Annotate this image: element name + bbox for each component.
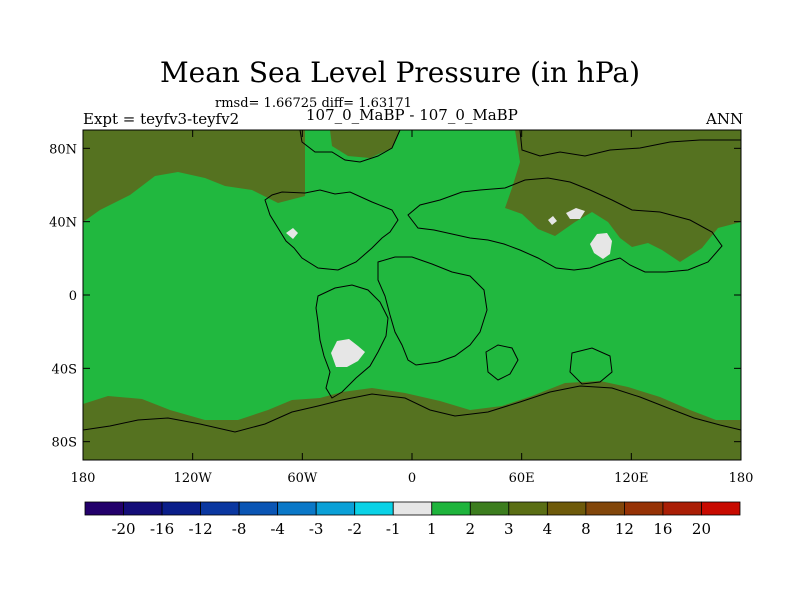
colorbar: -20 -16 -12 -8 -4 -3 -2 -1 1 2 3 4 8 12 16 20 xyxy=(84,501,741,538)
coastline-south-america xyxy=(315,284,389,399)
grey-patch-small xyxy=(548,216,557,225)
olive-region-north-west xyxy=(83,130,305,222)
colorbar-swatch xyxy=(469,501,510,516)
stats-label: rmsd= 1.66725 diff= 1.63171 xyxy=(215,96,412,111)
colorbar-swatch xyxy=(585,501,625,516)
olive-region-arctic xyxy=(330,130,400,158)
colorbar-swatch xyxy=(200,501,240,516)
olive-region-north-east xyxy=(505,130,741,262)
colorbar-label: -2 xyxy=(347,520,362,538)
colorbar-swatch xyxy=(161,501,201,516)
y-tick-label: 80S xyxy=(52,436,77,451)
x-axis: 180 120W 60W 0 60E 120E 180 xyxy=(71,130,754,486)
colorbar-label: -8 xyxy=(232,520,247,538)
x-tick-label: 120W xyxy=(174,471,213,486)
colorbar-label: 1 xyxy=(427,520,437,538)
y-tick-label: 40S xyxy=(52,362,77,377)
colorbar-label: 12 xyxy=(615,520,634,538)
x-tick-label: 60W xyxy=(287,471,318,486)
colorbar-label: 20 xyxy=(692,520,711,538)
x-tick-label: 0 xyxy=(408,471,416,486)
colorbar-swatch xyxy=(701,501,741,516)
colorbar-swatch xyxy=(277,501,317,516)
y-axis: 80N 40N 0 40S 80S xyxy=(49,142,741,451)
x-tick-label: 180 xyxy=(729,471,754,486)
colorbar-label: -1 xyxy=(386,520,401,538)
colorbar-swatch xyxy=(546,501,587,516)
y-tick-label: 80N xyxy=(49,142,77,157)
colorbar-label: 2 xyxy=(466,520,476,538)
colorbar-label: -4 xyxy=(270,520,285,538)
coastline-north-america xyxy=(264,189,399,271)
colorbar-label: 16 xyxy=(653,520,672,538)
coastline-australia xyxy=(569,347,613,385)
coastline-india xyxy=(485,344,519,381)
colorbar-label: 4 xyxy=(543,520,553,538)
colorbar-swatch xyxy=(123,501,163,516)
coastline-arctic-east xyxy=(519,129,741,157)
colorbar-swatch xyxy=(315,501,356,516)
grey-patch-siberia xyxy=(566,208,585,219)
x-tick-label: 60E xyxy=(509,471,535,486)
colorbar-swatch xyxy=(238,501,279,516)
coastline-greenland xyxy=(299,129,401,163)
period-subtitle: 107_0_MaBP - 107_0_MaBP xyxy=(306,106,518,124)
coastline-antarctica xyxy=(341,385,742,431)
colorbar-swatch xyxy=(508,501,548,516)
coastline-antarctic-west xyxy=(82,399,343,433)
colorbar-swatch xyxy=(624,501,664,516)
colorbar-label: 8 xyxy=(581,520,591,538)
colorbar-swatch xyxy=(84,501,124,516)
grey-patch-south-america xyxy=(331,339,365,367)
map-title: Mean Sea Level Pressure (in hPa) xyxy=(159,56,641,89)
colorbar-label: 3 xyxy=(504,520,514,538)
coastline-eurasia xyxy=(407,177,723,273)
colorbar-swatch xyxy=(431,501,471,516)
coastline-africa xyxy=(377,256,488,366)
coastlines xyxy=(82,129,742,433)
colorbar-label: -16 xyxy=(150,520,174,538)
colorbar-label: -20 xyxy=(111,520,135,538)
colorbar-swatch xyxy=(392,501,433,516)
grey-patch-asia xyxy=(590,233,612,259)
colorbar-label: -3 xyxy=(309,520,324,538)
season-label: ANN xyxy=(706,110,744,128)
y-tick-label: 0 xyxy=(69,289,77,304)
x-tick-label: 180 xyxy=(71,471,96,486)
olive-region-south xyxy=(83,381,741,460)
colorbar-label: -12 xyxy=(189,520,213,538)
colorbar-swatch xyxy=(354,501,394,516)
experiment-label: Expt = teyfv3-teyfv2 xyxy=(83,110,240,128)
y-tick-label: 40N xyxy=(49,216,77,231)
x-tick-label: 120E xyxy=(614,471,648,486)
map-field xyxy=(83,130,741,460)
grey-patch-north-america xyxy=(286,228,298,239)
colorbar-swatch xyxy=(662,501,702,516)
